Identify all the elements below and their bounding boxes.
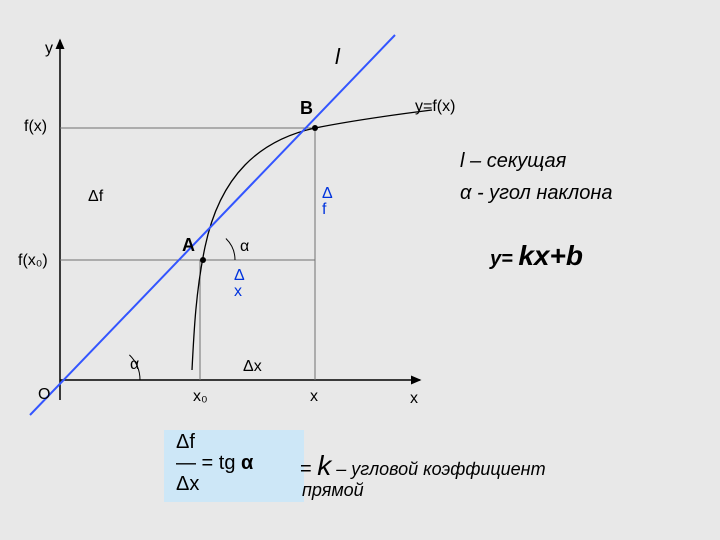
frac-top: Δf bbox=[176, 431, 195, 453]
fx-label: f(x) bbox=[24, 118, 47, 136]
point-a-label: А bbox=[182, 235, 195, 256]
eq-k-eq: = bbox=[300, 458, 317, 480]
coef-text: – угловой коэффициент bbox=[331, 459, 545, 479]
axis-label-x: х bbox=[410, 390, 418, 408]
point-b-label: В bbox=[300, 98, 313, 119]
fraction: Δf — = tg α Δx bbox=[176, 432, 253, 495]
x-tick-label: х bbox=[310, 388, 318, 406]
alpha-bold: α bbox=[241, 452, 253, 474]
axis-label-y: у bbox=[45, 40, 53, 58]
frac-bot: Δx bbox=[176, 473, 199, 495]
coef-text-2: прямой bbox=[302, 480, 364, 501]
secant-note: l – секущая bbox=[460, 150, 566, 173]
line-equation: y= kx+b bbox=[490, 240, 583, 272]
fx0-label: f(x₀) bbox=[18, 252, 48, 270]
frac-bar: — bbox=[176, 452, 196, 474]
secant-note-text: – секущая bbox=[464, 150, 566, 172]
delta-x-blue: Δx bbox=[234, 268, 245, 300]
delta-x-bottom: Δx bbox=[243, 358, 262, 376]
secant-line-label: l bbox=[335, 44, 340, 70]
eq-y: y= bbox=[490, 248, 518, 270]
k-definition: = k – угловой коэффициент bbox=[300, 450, 546, 482]
delta-f-blue: Δf bbox=[322, 186, 333, 218]
alpha-at-axis: α bbox=[130, 356, 139, 374]
alpha-at-a: α bbox=[240, 238, 249, 256]
origin-label: О bbox=[38, 386, 50, 404]
k-italic: k bbox=[317, 450, 331, 481]
eq-tg: = tg bbox=[196, 452, 241, 474]
eq-kxb: kx+b bbox=[518, 240, 583, 271]
x0-tick-label: х₀ bbox=[193, 388, 208, 406]
angle-note: α - угол наклона bbox=[460, 182, 612, 205]
curve-label: y=f(x) bbox=[415, 98, 455, 116]
delta-f-left: Δf bbox=[88, 188, 103, 206]
